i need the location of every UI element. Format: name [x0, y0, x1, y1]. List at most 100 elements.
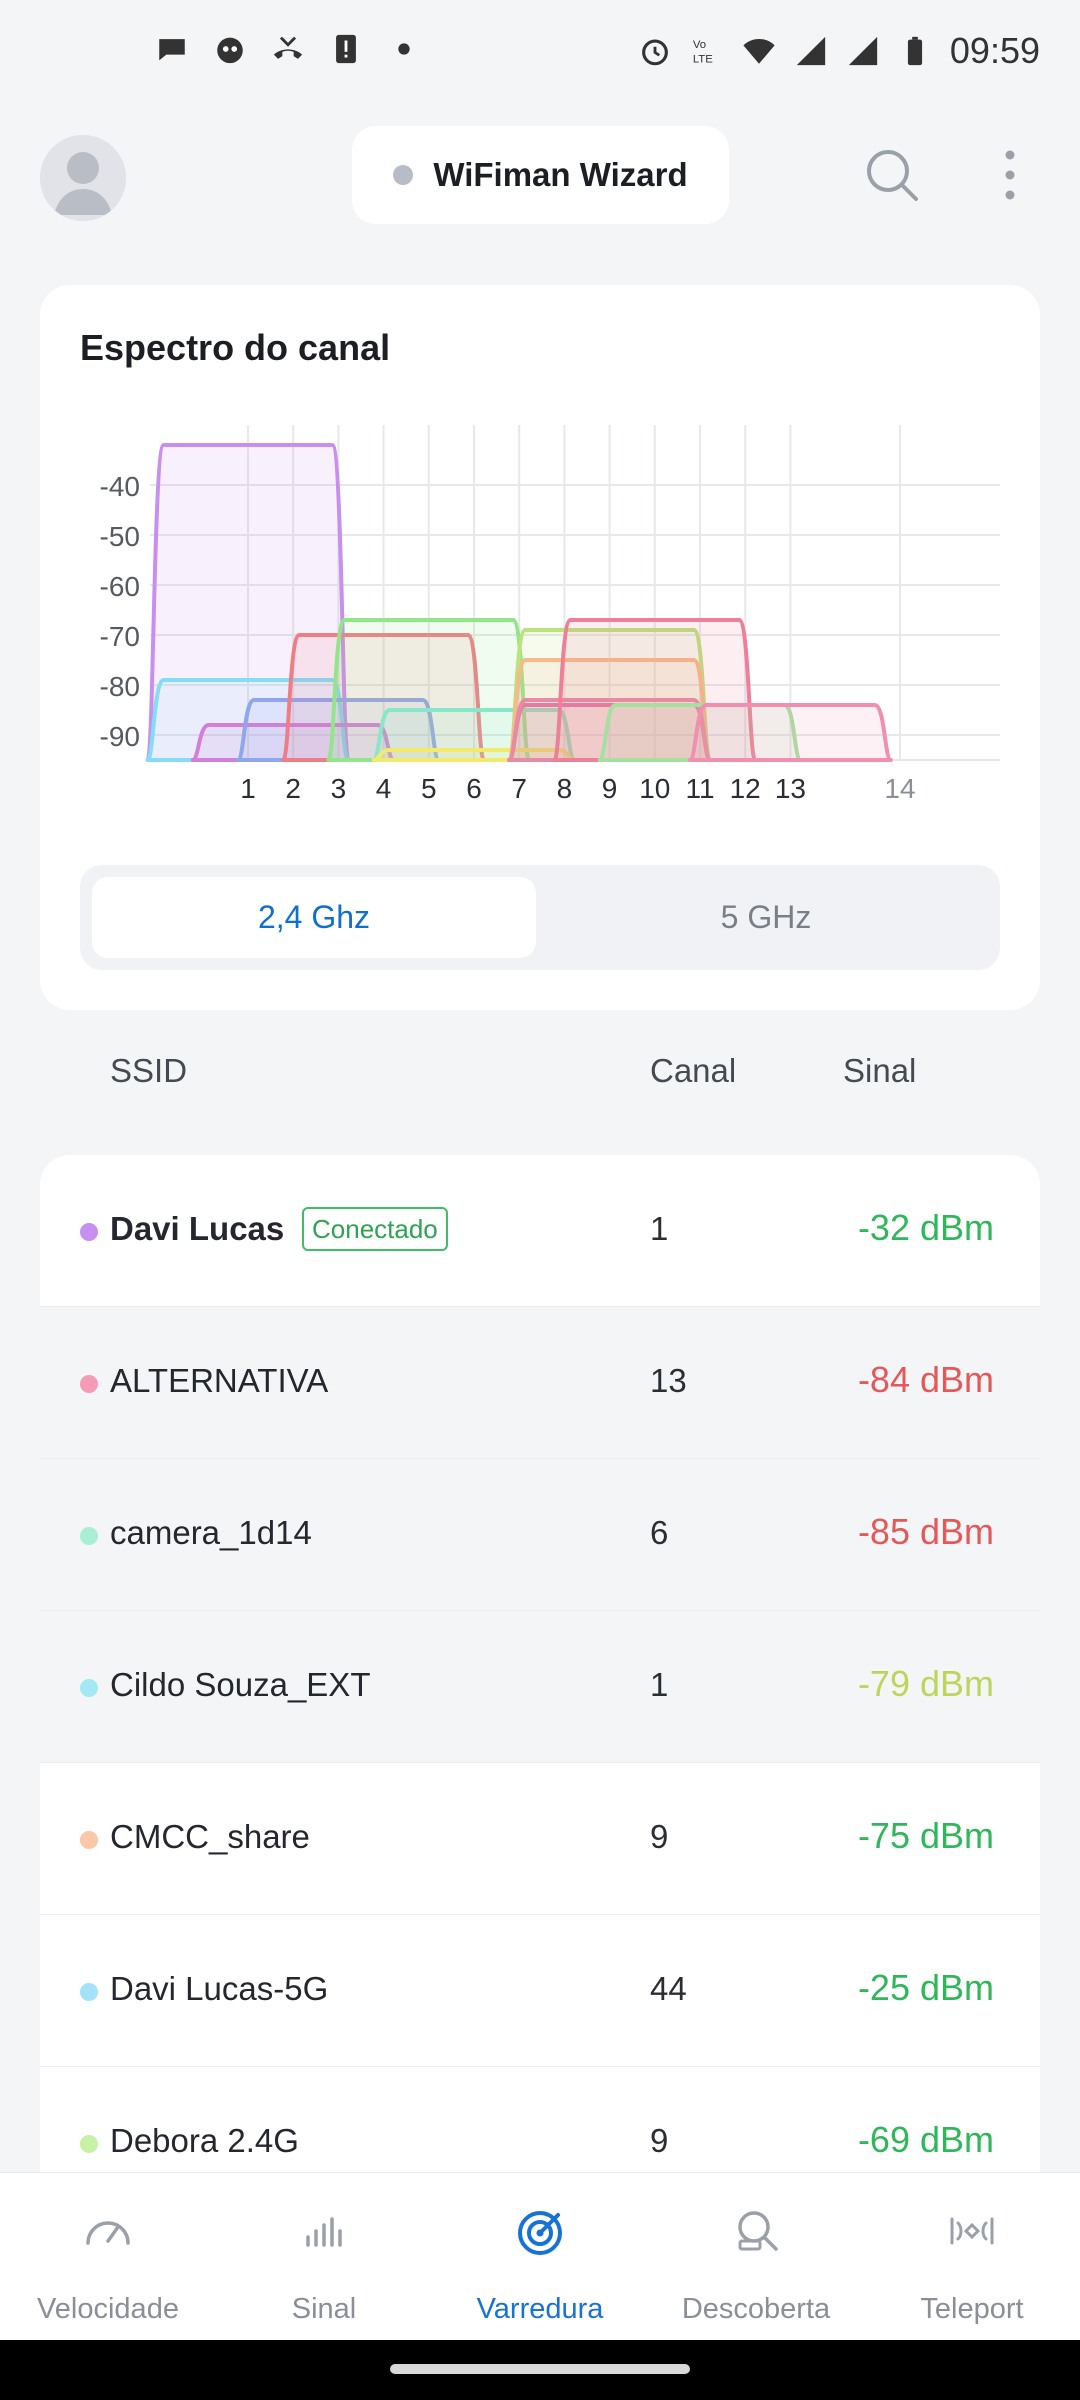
avatar[interactable] — [40, 135, 126, 221]
nav-item-velocidade[interactable]: Velocidade — [0, 2173, 216, 2341]
clock: 09:59 — [949, 30, 1040, 71]
y-tick-label: -80 — [100, 671, 140, 702]
network-ssid: Debora 2.4G — [110, 2122, 299, 2159]
network-signal: -69 dBm — [857, 2119, 994, 2160]
page-title: WiFiman Wizard — [433, 156, 688, 193]
x-tick-label: 5 — [421, 773, 437, 804]
network-color-dot — [80, 1831, 98, 1849]
y-tick-label: -90 — [100, 721, 140, 752]
nav-label: Velocidade — [37, 2293, 179, 2325]
svg-text:Vo: Vo — [693, 39, 706, 51]
network-ssid: CMCC_share — [110, 1818, 310, 1855]
network-signal: -84 dBm — [857, 1359, 994, 1400]
network-color-dot — [80, 1223, 98, 1241]
missed-call-icon — [273, 36, 303, 59]
network-channel: 6 — [650, 1514, 669, 1551]
network-row[interactable]: Davi Lucas Conectado 1 -32 dBm — [40, 1155, 1040, 1307]
network-signal: -75 dBm — [857, 1815, 994, 1856]
network-signal: -25 dBm — [857, 1967, 994, 2008]
robot-face-icon — [217, 37, 243, 64]
network-signal: -79 dBm — [857, 1663, 994, 1704]
y-tick-label: -70 — [100, 621, 140, 652]
status-dot — [393, 165, 414, 185]
table-header: SSID Canal Sinal — [0, 1040, 1080, 1110]
y-tick-label: -50 — [100, 521, 140, 552]
x-tick-label: 13 — [775, 773, 806, 804]
network-channel: 1 — [650, 1210, 669, 1247]
nav-item-teleport[interactable]: Teleport — [864, 2173, 1080, 2341]
network-ssid: camera_1d14 — [110, 1514, 312, 1551]
column-signal[interactable]: Sinal — [843, 1052, 917, 1089]
nav-label: Varredura — [476, 2293, 604, 2325]
nav-item-sinal[interactable]: Sinal — [216, 2173, 432, 2341]
signal-bars-icon — [306, 2217, 342, 2247]
nav-label: Descoberta — [681, 2293, 831, 2325]
alert-icon — [336, 34, 356, 64]
x-tick-label: 6 — [466, 773, 482, 804]
chat-bubble-icon — [159, 39, 185, 61]
network-color-dot — [80, 1679, 98, 1697]
spectrum-card: Espectro do canal -40 -50 -60 -70 -80 -90 1 2 3 4… — [40, 285, 1040, 1010]
network-ssid: ALTERNATIVA — [110, 1362, 329, 1399]
network-channel: 9 — [650, 2122, 669, 2159]
network-row[interactable]: CMCC_share 9 -75 dBm — [40, 1763, 1040, 1915]
network-ssid: Cildo Souza_EXT — [110, 1666, 371, 1703]
network-ssid: Davi Lucas-5G — [110, 1970, 329, 2007]
nav-item-descoberta[interactable]: Descoberta — [648, 2173, 864, 2341]
column-ssid[interactable]: SSID — [110, 1052, 188, 1089]
x-tick-label: 7 — [511, 773, 527, 804]
radar-icon — [518, 2211, 562, 2255]
band-toggle: 2,4 Ghz 5 GHz — [80, 865, 1000, 970]
x-tick-label: 11 — [685, 773, 714, 804]
user-icon — [40, 135, 126, 221]
network-curve — [688, 703, 893, 762]
app-header: WiFiman Wizard — [0, 120, 1080, 230]
gesture-bar — [0, 2340, 1080, 2400]
nav-label: Teleport — [920, 2293, 1024, 2325]
search-icon[interactable] — [862, 145, 922, 205]
network-row[interactable]: Davi Lucas-5G 44 -25 dBm — [40, 1915, 1040, 2067]
x-tick-label: 8 — [557, 773, 573, 804]
x-tick-label: 10 — [639, 773, 670, 804]
x-tick-label: 1 — [240, 773, 256, 804]
y-tick-label: -60 — [100, 571, 140, 602]
wifi-icon — [743, 38, 775, 64]
network-curve — [552, 618, 758, 762]
channel-spectrum-chart: -40-50-60-70-80-901 2 3 4 5 6 7 8 9 10 11 12 13 14 — [100, 425, 1000, 804]
network-channel: 1 — [650, 1666, 669, 1703]
network-channel: 44 — [650, 1970, 687, 2007]
network-signal: -85 dBm — [857, 1511, 994, 1552]
x-tick-label: 4 — [376, 773, 392, 804]
network-color-dot — [80, 1983, 98, 2001]
card-title: Espectro do canal — [80, 327, 391, 368]
nav-label: Sinal — [291, 2293, 357, 2325]
column-channel[interactable]: Canal — [650, 1052, 737, 1089]
y-tick-label: -40 — [100, 471, 140, 502]
speedometer-icon — [86, 2221, 130, 2245]
network-list: Davi Lucas Conectado 1 -32 dBm ALTERNATIVA 13… — [40, 1155, 1040, 2219]
signal-icon — [848, 36, 878, 66]
status-bar: Vo LTE 09:59 — [0, 0, 1080, 105]
network-color-dot — [80, 1527, 98, 1545]
tab-2-4ghz[interactable]: 2,4 Ghz — [92, 877, 536, 958]
home-indicator[interactable] — [390, 2364, 690, 2374]
network-channel: 9 — [650, 1818, 669, 1855]
svg-text:LTE: LTE — [693, 53, 713, 65]
tab-5ghz[interactable]: 5 GHz — [720, 899, 812, 935]
x-tick-label: 14 — [884, 773, 915, 804]
volte-icon: Vo LTE — [693, 39, 713, 65]
x-tick-label: 3 — [331, 773, 347, 804]
teleport-icon — [950, 2217, 994, 2245]
x-tick-label: 2 — [285, 773, 301, 804]
network-ssid: Davi Lucas — [110, 1210, 285, 1247]
nav-item-varredura[interactable]: Varredura — [432, 2173, 648, 2341]
dot-icon — [398, 43, 410, 55]
more-options-icon[interactable] — [990, 145, 1030, 205]
network-row[interactable]: camera_1d14 6 -85 dBm — [40, 1459, 1040, 1611]
network-row[interactable]: Cildo Souza_EXT 1 -79 dBm — [40, 1611, 1040, 1763]
network-row[interactable]: ALTERNATIVA 13 -84 dBm — [40, 1307, 1040, 1459]
device-selector[interactable]: WiFiman Wizard — [352, 126, 729, 224]
x-tick-label: 12 — [730, 773, 761, 804]
alarm-icon — [642, 39, 668, 66]
connected-badge: Conectado — [302, 1207, 448, 1251]
